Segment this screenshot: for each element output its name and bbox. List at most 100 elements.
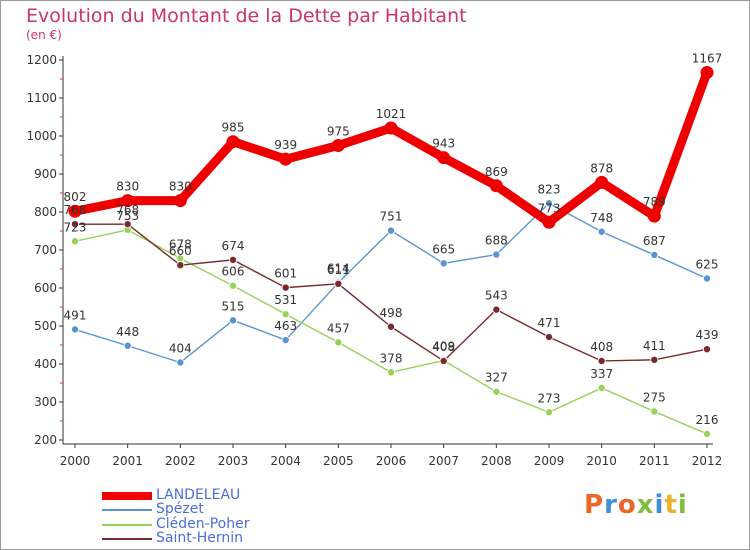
data-point <box>647 209 661 223</box>
data-point <box>281 310 290 319</box>
data-label: 611 <box>327 263 350 277</box>
data-point <box>545 408 554 417</box>
logo-letter: o <box>617 490 637 520</box>
logo-letter: i <box>654 490 665 520</box>
data-point <box>437 151 451 165</box>
data-label: 378 <box>380 351 403 365</box>
data-label: 748 <box>590 211 613 225</box>
x-tick-label: 2006 <box>376 454 407 468</box>
data-point <box>384 121 398 135</box>
data-point <box>334 279 343 288</box>
x-tick-label: 2009 <box>534 454 565 468</box>
data-label: 409 <box>432 340 455 354</box>
data-label: 411 <box>643 339 666 353</box>
data-label: 498 <box>380 306 403 320</box>
data-label: 878 <box>590 161 613 175</box>
y-tick-label: 900 <box>34 167 57 181</box>
data-label: 802 <box>64 190 87 204</box>
data-point <box>121 194 135 208</box>
data-point <box>331 139 345 152</box>
y-tick-label: 1100 <box>26 91 57 105</box>
data-label: 985 <box>222 121 245 135</box>
chart-data-labels: 491 448 404 515 463 614 751 665 688 823 748 687 625 7… <box>64 52 723 427</box>
data-point <box>650 250 659 259</box>
data-point <box>386 322 395 331</box>
data-point <box>650 407 659 416</box>
data-point <box>226 135 240 149</box>
data-point <box>123 341 132 350</box>
y-tick-label: 300 <box>34 395 57 409</box>
data-point <box>700 66 714 80</box>
data-point <box>595 175 609 189</box>
logo-letter: P <box>584 490 605 520</box>
data-label: 943 <box>432 137 455 151</box>
data-point <box>71 220 80 229</box>
data-label: 216 <box>696 413 719 427</box>
legend-label: Saint-Hernin <box>156 530 244 546</box>
legend-label: Spézet <box>156 501 204 517</box>
data-label: 601 <box>274 267 297 281</box>
proxiti-logo: Proxiti <box>584 490 688 520</box>
data-label: 439 <box>696 328 719 342</box>
data-label: 614 <box>327 262 350 276</box>
x-tick-label: 2001 <box>112 454 143 468</box>
data-point <box>650 355 659 364</box>
data-point <box>176 358 185 367</box>
data-point <box>228 281 237 290</box>
x-tick-label: 2002 <box>165 454 196 468</box>
x-tick-label: 2004 <box>270 454 301 468</box>
x-tick-label: 2012 <box>692 454 723 468</box>
data-point <box>71 237 80 246</box>
data-label: 273 <box>538 391 561 405</box>
data-label: 408 <box>590 340 613 354</box>
data-label: 408 <box>432 340 455 354</box>
data-label: 768 <box>116 203 139 217</box>
y-tick-label: 400 <box>34 357 57 371</box>
logo-letter: x <box>636 490 655 520</box>
data-point <box>545 199 554 208</box>
data-label: 1167 <box>692 52 723 66</box>
data-point <box>281 283 290 292</box>
data-label: 751 <box>380 210 403 224</box>
data-label: 830 <box>116 180 139 194</box>
data-point <box>176 261 185 270</box>
x-tick-label: 2000 <box>60 454 91 468</box>
data-point <box>386 226 395 235</box>
x-tick-label: 2011 <box>639 454 670 468</box>
data-label: 337 <box>590 367 613 381</box>
data-label: 830 <box>169 180 192 194</box>
y-tick-label: 1000 <box>26 129 57 143</box>
data-point <box>703 429 712 438</box>
logo-letter: t <box>664 490 678 520</box>
data-label: 674 <box>222 239 245 253</box>
data-point <box>545 333 554 342</box>
data-point <box>439 259 448 268</box>
x-tick-label: 2008 <box>481 454 512 468</box>
data-point <box>334 338 343 347</box>
chart-legend <box>102 492 152 540</box>
x-tick-label: 2003 <box>218 454 249 468</box>
data-label: 404 <box>169 341 192 355</box>
data-label: 327 <box>485 371 508 385</box>
data-label: 275 <box>643 391 666 405</box>
logo-letter: i <box>677 490 688 520</box>
data-point <box>542 215 556 229</box>
chart-data-points <box>68 66 714 438</box>
data-point <box>228 255 237 264</box>
data-point <box>439 356 448 365</box>
y-tick-label: 700 <box>34 243 57 257</box>
data-label: 688 <box>485 234 508 248</box>
y-tick-label: 600 <box>34 281 57 295</box>
data-label: 660 <box>169 244 192 258</box>
data-point <box>492 250 501 259</box>
legend-label: LANDELEAU <box>156 487 241 503</box>
data-label: 543 <box>485 289 508 303</box>
data-point <box>228 316 237 325</box>
data-point <box>492 305 501 314</box>
data-label: 515 <box>222 299 245 313</box>
data-label: 471 <box>538 316 561 330</box>
data-label: 625 <box>696 258 719 272</box>
data-label: 823 <box>538 182 561 196</box>
data-point <box>703 274 712 283</box>
data-point <box>597 383 606 392</box>
